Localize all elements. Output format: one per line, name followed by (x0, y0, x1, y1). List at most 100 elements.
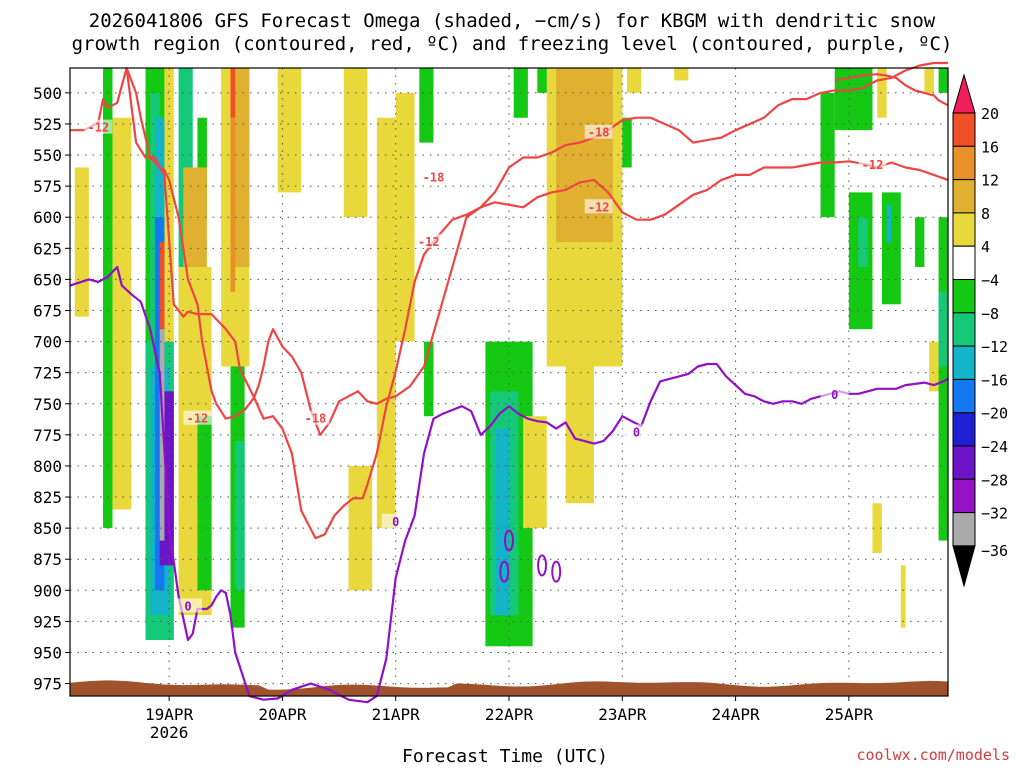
y-tick-label-875: 875 (33, 550, 62, 569)
colorbar-label-1: 16 (981, 138, 999, 156)
omega-region-20 (230, 68, 236, 292)
omega-region-53 (877, 68, 887, 118)
y-tick-label-550: 550 (33, 146, 62, 165)
colorbar-label-10: −24 (981, 438, 1008, 456)
contour-label-bg-9 (381, 513, 410, 528)
colorbar-swatch-3 (952, 212, 976, 247)
omega-region-11 (159, 329, 165, 541)
omega-region-43 (674, 68, 689, 81)
freezing-blob-1 (499, 560, 510, 583)
colorbar-swatch-11 (952, 478, 976, 514)
contour-label-bg-7 (301, 410, 330, 425)
omega-region-50 (872, 503, 882, 553)
freezing-blob-3 (551, 560, 562, 583)
omega-region-26 (343, 68, 368, 218)
omega-region-21 (230, 68, 236, 118)
y-tick-label-800: 800 (33, 457, 62, 476)
omega-region-2 (103, 68, 113, 529)
contour-label-3: -18 (588, 126, 610, 140)
colorbar-swatch-10 (952, 445, 976, 480)
contour-0 (70, 66, 949, 540)
omega-region-51 (900, 565, 906, 628)
y-tick-label-575: 575 (33, 177, 62, 196)
y-tick-label-975: 975 (33, 675, 62, 694)
chart-title-line-1: 2026041806 GFS Forecast Omega (shaded, −… (88, 10, 936, 32)
contour-label-bg-0 (84, 119, 113, 134)
colorbar-swatch-8 (952, 378, 976, 414)
contour-label-bg-3 (584, 124, 613, 139)
omega-region-22 (197, 416, 212, 591)
y-tick-label-725: 725 (33, 364, 62, 383)
x-tick-label-4: 23APR (598, 705, 647, 724)
contour-3 (69, 265, 949, 704)
y-tick-label-850: 850 (33, 519, 62, 538)
omega-region-28 (376, 117, 396, 529)
y-tick-label-600: 600 (33, 208, 62, 227)
x-axis-title: Forecast Time (UTC) (402, 746, 608, 767)
contour-label-bg-11 (820, 387, 849, 402)
colorbar-label-12: −32 (981, 505, 1008, 523)
colorbar-label-2: 12 (981, 172, 999, 190)
ground-layer (70, 680, 948, 696)
contour-label-8: 0 (184, 599, 191, 613)
colorbar-label-9: −20 (981, 405, 1008, 423)
omega-region-12 (159, 242, 165, 330)
contour-label-5: -12 (862, 158, 884, 172)
colorbar-label-7: −12 (981, 338, 1008, 356)
x-tick-label-0: 19APR (145, 705, 194, 724)
ground-surface (70, 680, 948, 696)
omega-region-54 (924, 68, 934, 93)
x-axis: 19APR 20APR 21APR 22APR 23APR 24APR 25APR 2026 (145, 696, 873, 742)
contour-label-10: 0 (633, 425, 640, 439)
x-tick-label-1: 20APR (258, 705, 307, 724)
y-tick-label-650: 650 (33, 270, 62, 289)
omega-region-0 (74, 167, 89, 317)
contour-label-6: -12 (187, 412, 209, 426)
colorbar-top-arrow (952, 73, 976, 114)
y-tick-label-900: 900 (33, 581, 62, 600)
omega-region-31 (424, 341, 434, 417)
omega-region-30 (419, 68, 434, 143)
colorbar-swatch-6 (952, 312, 976, 347)
colorbar-swatch-9 (952, 412, 976, 447)
omega-region-29 (395, 92, 415, 342)
contour-label-bg-8 (174, 598, 203, 613)
colorbar-swatch-4 (952, 245, 976, 280)
omega-region-25 (277, 68, 302, 193)
omega-region-55 (938, 217, 948, 541)
y-tick-label-500: 500 (33, 84, 62, 103)
omega-region-58 (938, 68, 948, 93)
colorbar-swatch-7 (952, 345, 976, 380)
y-axis: 500 525 550 575 600 625 650 675 700 725 750 775 800 8… (33, 84, 70, 694)
colorbar-label-5: −4 (981, 272, 999, 290)
y-tick-label-925: 925 (33, 612, 62, 631)
contour-2 (834, 73, 949, 107)
contour-1 (125, 61, 948, 436)
contour-label-bg-1 (419, 169, 448, 184)
omega-region-47 (858, 217, 868, 267)
colorbar-label-4: 4 (981, 238, 990, 256)
contour-label-11: 0 (831, 388, 838, 402)
y-tick-label-700: 700 (33, 333, 62, 352)
y-tick-label-750: 750 (33, 395, 62, 414)
omega-region-27 (348, 465, 373, 591)
contour-label-2: -12 (418, 235, 440, 249)
contour-label-1: -18 (423, 170, 445, 184)
colorbar-label-6: −8 (981, 305, 999, 323)
colorbar-bottom-arrow (952, 545, 976, 588)
omega-region-24 (235, 441, 245, 591)
contour-label-bg-5 (858, 156, 887, 171)
omega-region-1 (112, 117, 132, 510)
omega-region-39 (556, 68, 613, 243)
contour-layer (69, 61, 949, 704)
colorbar: 20 16 12 8 4 −4 −8 −12 −16 −20 −24 −28 −32 −36 (952, 73, 1008, 588)
contour-label-layer: -12 -18 -12 -18 -12 -12 -12 -18 0 0 0 0 (84, 119, 887, 613)
freezing-blob-2 (537, 554, 548, 577)
contour-label-bg-4 (584, 199, 613, 214)
omega-shading-layer (74, 68, 948, 647)
contour-label-9: 0 (392, 515, 399, 529)
contour-label-4: -12 (588, 200, 610, 214)
omega-region-34 (494, 428, 509, 616)
omega-region-56 (938, 291, 948, 367)
